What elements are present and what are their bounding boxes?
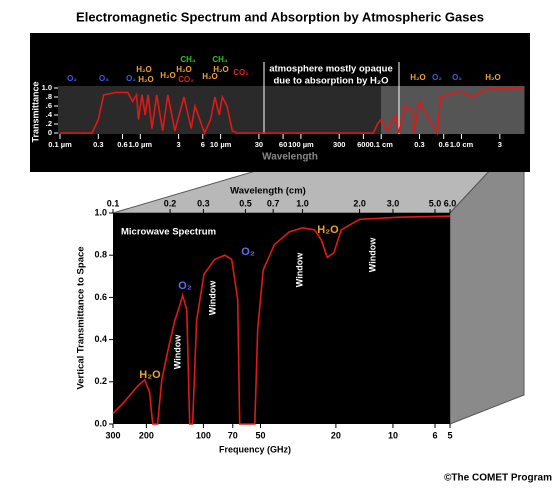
y-tick-label: 0.6: [94, 292, 107, 302]
gas-label: H₂O: [213, 65, 229, 74]
gas-label: H₂O: [202, 72, 218, 81]
x-tick-label: 100 µm: [288, 140, 314, 149]
x-tick-label: 200: [139, 430, 154, 440]
y-tick-label: 0.0: [94, 418, 107, 428]
gas-label: O₂: [126, 74, 136, 83]
gas-label: CH₄: [212, 55, 228, 64]
gas-label: H₂O: [317, 224, 339, 236]
y-tick-label: 1.0: [42, 83, 52, 92]
title: Electromagnetic Spectrum and Absorption …: [76, 9, 484, 24]
gas-label: H₂O: [160, 71, 176, 80]
y-tick-label: 1.0: [94, 207, 107, 217]
window-label: Window: [172, 334, 182, 369]
x-tick-label: 1.0 µm: [129, 140, 153, 149]
x-tick-label: 50: [255, 430, 265, 440]
gas-label: CO₂: [233, 68, 249, 77]
gas-label: H₂O: [138, 75, 154, 84]
x-tick-label: 0.6: [438, 140, 448, 149]
top-tick-label: 0.1: [107, 198, 120, 208]
chart-title: Microwave Spectrum: [121, 227, 216, 238]
y-tick-label: .4: [46, 110, 53, 119]
x-tick-label: 10: [388, 430, 398, 440]
top-tick-label: 2.0: [353, 198, 366, 208]
top-tick-label: 0.3: [197, 198, 210, 208]
y-label: Transmittance: [30, 81, 40, 142]
x-tick-label: 300: [105, 430, 120, 440]
top-tick-label: 0.2: [164, 198, 177, 208]
y-tick-label: .2: [46, 119, 52, 128]
top-tick-label: 0.5: [239, 198, 252, 208]
x-tick-label: 10 µm: [210, 140, 232, 149]
x-tick-label: 0.1 µm: [48, 140, 72, 149]
gas-label: CO₂: [178, 75, 194, 84]
x2-label: Wavelength (cm): [230, 186, 306, 197]
gas-label: H₂O: [139, 369, 161, 381]
gas-label: O₂: [178, 280, 192, 292]
y-tick-label: 0.8: [94, 250, 107, 260]
gas-label: H₂O: [176, 65, 192, 74]
x-tick-label: 3: [498, 140, 502, 149]
x-tick-label: 6: [201, 140, 205, 149]
x-tick-label: 100: [196, 430, 211, 440]
x-tick-label: 5: [447, 430, 452, 440]
credit: ©The COMET Program: [444, 473, 552, 484]
gas-label: O₃: [99, 74, 109, 83]
x-tick-label: 1.0 cm: [450, 140, 474, 149]
window-label: Window: [294, 252, 304, 287]
x-tick-label: 0.3: [414, 140, 424, 149]
plot-bg: [113, 213, 450, 424]
top-tick-label: 3.0: [387, 198, 400, 208]
gas-label: O₂: [452, 73, 462, 82]
x-label: Wavelength: [262, 152, 318, 163]
y-tick-label: .8: [46, 92, 52, 101]
window-label: Window: [367, 237, 377, 272]
window-label: Window: [207, 280, 217, 315]
gas-label: H₂O: [136, 65, 152, 74]
x-tick-label: 60: [279, 140, 287, 149]
transmittance-line: [112, 215, 451, 425]
top-tick-label: 6.0: [444, 198, 457, 208]
gas-label: CH₄: [180, 55, 196, 64]
x-tick-label: 20: [331, 430, 341, 440]
x-tick-label: 3: [177, 140, 181, 149]
x-label: Frequency (GHz): [219, 444, 291, 454]
x-tick-label: 600: [357, 140, 370, 149]
y-tick-label: 0.2: [94, 376, 107, 386]
y-tick-label: 0.4: [94, 334, 107, 344]
gas-label: O₂: [432, 73, 442, 82]
x-tick-label: 6: [432, 430, 437, 440]
x-tick-label: 70: [228, 430, 238, 440]
annotation: due to absorption by H₂O: [273, 76, 388, 87]
x-tick-label: 300: [333, 140, 346, 149]
gas-label: O₂: [241, 246, 255, 258]
top-tick-label: 1.0: [296, 198, 309, 208]
x-tick-label: 0.3: [93, 140, 103, 149]
top-tick-label: 5.0: [429, 198, 442, 208]
y-tick-label: .6: [46, 101, 52, 110]
y-tick-label: 0: [48, 128, 52, 137]
gas-label: O₂: [67, 74, 77, 83]
x-tick-label: 0.6: [117, 140, 127, 149]
top-tick-label: 0.7: [267, 198, 280, 208]
x-tick-label: 30: [255, 140, 263, 149]
y-label: Vertical Transmittance to Space: [76, 246, 87, 389]
transmittance-line: [60, 87, 525, 136]
gas-label: H₂O: [410, 73, 426, 82]
annotation: atmosphere mostly opaque: [269, 64, 393, 75]
x-tick-label: 0.1 cm: [370, 140, 394, 149]
gas-label: H₂O: [485, 73, 501, 82]
